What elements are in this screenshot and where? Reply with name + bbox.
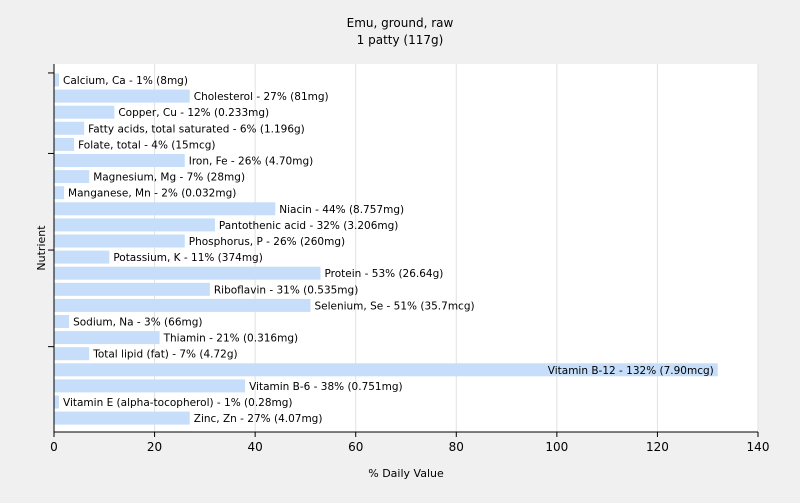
bar: [54, 250, 110, 264]
bar-label: Magnesium, Mg - 7% (28mg): [93, 172, 245, 184]
bar-label: Protein - 53% (26.64g): [325, 268, 444, 280]
bar: [54, 218, 215, 232]
bar-label: Sodium, Na - 3% (66mg): [73, 317, 202, 329]
chart-subtitle: 1 patty (117g): [357, 33, 444, 47]
bar: [54, 121, 85, 135]
bar-label: Fatty acids, total saturated - 6% (1.196…: [88, 123, 305, 135]
bar: [54, 202, 276, 216]
bar-label: Vitamin B-12 - 132% (7.90mcg): [548, 365, 714, 377]
x-tick-label: 40: [248, 440, 263, 454]
x-tick-label: 20: [147, 440, 162, 454]
plot-area: Calcium, Ca - 1% (8mg) Cholesterol - 27% …: [48, 64, 769, 454]
y-axis-label: Nutrient: [35, 225, 48, 271]
bar: [54, 234, 185, 248]
chart-title: Emu, ground, raw: [347, 16, 454, 30]
bar-label: Selenium, Se - 51% (35.7mcg): [314, 300, 474, 312]
bar-label: Phosphorus, P - 26% (260mg): [189, 236, 345, 248]
bar: [54, 379, 246, 393]
x-tick-label: 120: [646, 440, 669, 454]
bar: [54, 137, 75, 151]
bar-label: Riboflavin - 31% (0.535mg): [214, 284, 358, 296]
bar-label: Folate, total - 4% (15mcg): [78, 139, 215, 151]
bar: [54, 331, 160, 345]
bar: [54, 411, 190, 425]
bar: [54, 105, 115, 119]
bar-label: Copper, Cu - 12% (0.233mg): [118, 107, 269, 119]
x-tick-label: 0: [50, 440, 58, 454]
bar-label: Iron, Fe - 26% (4.70mg): [189, 156, 313, 168]
x-axis-label: % Daily Value: [368, 467, 444, 480]
bar: [54, 73, 60, 87]
x-tick-label: 100: [545, 440, 568, 454]
bar-label: Zinc, Zn - 27% (4.07mg): [194, 413, 323, 425]
bar-label: Niacin - 44% (8.757mg): [279, 204, 404, 216]
bar: [54, 266, 321, 280]
bar-label: Vitamin E (alpha-tocopherol) - 1% (0.28m…: [63, 397, 293, 409]
bar: [54, 363, 718, 377]
bar-label: Manganese, Mn - 2% (0.032mg): [68, 188, 236, 200]
x-tick-label: 140: [747, 440, 770, 454]
x-tick-label: 60: [348, 440, 363, 454]
x-tick-label: 80: [449, 440, 464, 454]
bar: [54, 89, 190, 103]
bar-label: Cholesterol - 27% (81mg): [194, 91, 329, 103]
bar-label: Total lipid (fat) - 7% (4.72g): [92, 349, 237, 361]
bar: [54, 154, 185, 167]
bar: [54, 186, 65, 200]
bar-label: Calcium, Ca - 1% (8mg): [63, 75, 188, 87]
bar: [54, 347, 90, 361]
bar-label: Vitamin B-6 - 38% (0.751mg): [249, 381, 403, 393]
bar: [54, 170, 90, 184]
bar: [54, 315, 70, 328]
bar: [54, 395, 60, 409]
bar-label: Thiamin - 21% (0.316mg): [163, 333, 299, 345]
bar-label: Potassium, K - 11% (374mg): [113, 252, 263, 264]
bar: [54, 282, 210, 296]
bar-label: Pantothenic acid - 32% (3.206mg): [219, 220, 398, 232]
bar: [54, 298, 311, 312]
